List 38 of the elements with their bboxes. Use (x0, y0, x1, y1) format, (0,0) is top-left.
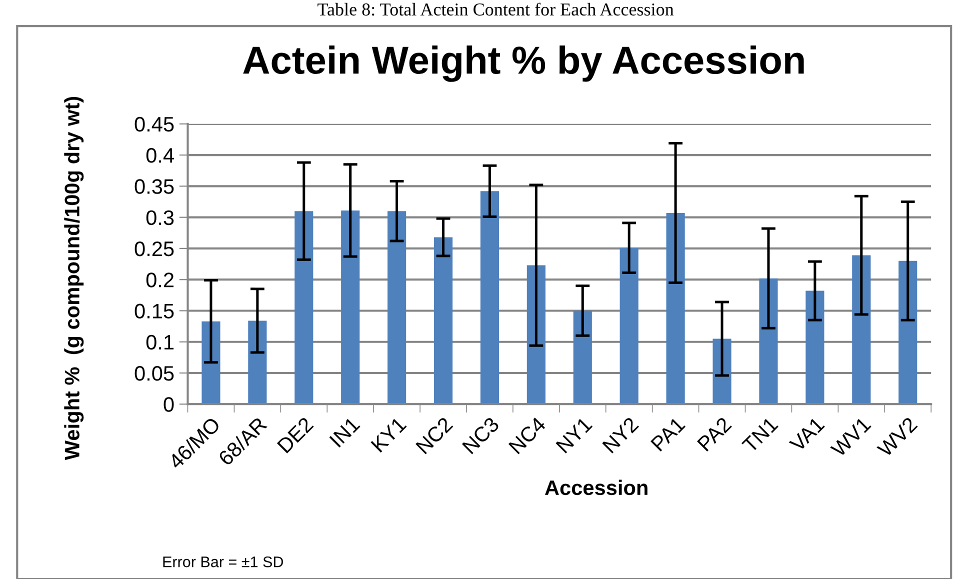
y-tick-label: 0.1 (146, 334, 174, 350)
x-axis-title: Accession (544, 480, 648, 496)
y-tick-label: 0 (164, 397, 174, 412)
y-axis-title: Weight % (g compound/100g dry wt) (64, 96, 84, 460)
y-tick-label: 0.2 (146, 272, 174, 288)
bar (666, 212, 685, 404)
bar (294, 211, 314, 404)
bar (712, 338, 732, 404)
bar (202, 321, 220, 404)
bar (806, 290, 824, 404)
bar (248, 320, 267, 404)
bar (480, 191, 500, 404)
y-tick-label: 0.05 (134, 366, 174, 381)
bar (898, 260, 918, 404)
y-tick-label: 0.4 (146, 148, 174, 163)
caption: Table 8: Total Actein Content for Each Accession (318, 2, 674, 16)
bar (759, 278, 778, 404)
bar (341, 210, 360, 404)
y-tick-label: 0.35 (134, 179, 174, 194)
x-tick-label: IN1 (329, 416, 360, 448)
x-tick-label: PA2 (696, 416, 732, 452)
y-tick-label: 0.25 (134, 241, 174, 256)
bar (526, 265, 546, 404)
text: Error Bar = ±1 SD (163, 556, 284, 568)
x-tick-label: VA1 (788, 416, 825, 453)
x-tick-label: TN1 (742, 416, 778, 454)
x-tick-label: NY1 (556, 416, 593, 454)
bar (388, 211, 406, 404)
bar (620, 248, 638, 404)
x-tick-label: PA1 (650, 416, 686, 452)
chart-title: Actein Weight % by Accession (243, 45, 804, 82)
bar (434, 237, 453, 404)
bar (852, 255, 871, 404)
y-tick-label: 0.15 (134, 304, 174, 318)
y-tick-label: 0.3 (146, 210, 174, 226)
y-tick-label: 0.45 (134, 116, 174, 132)
bar (573, 310, 592, 404)
x-tick-label: KY1 (370, 416, 407, 453)
